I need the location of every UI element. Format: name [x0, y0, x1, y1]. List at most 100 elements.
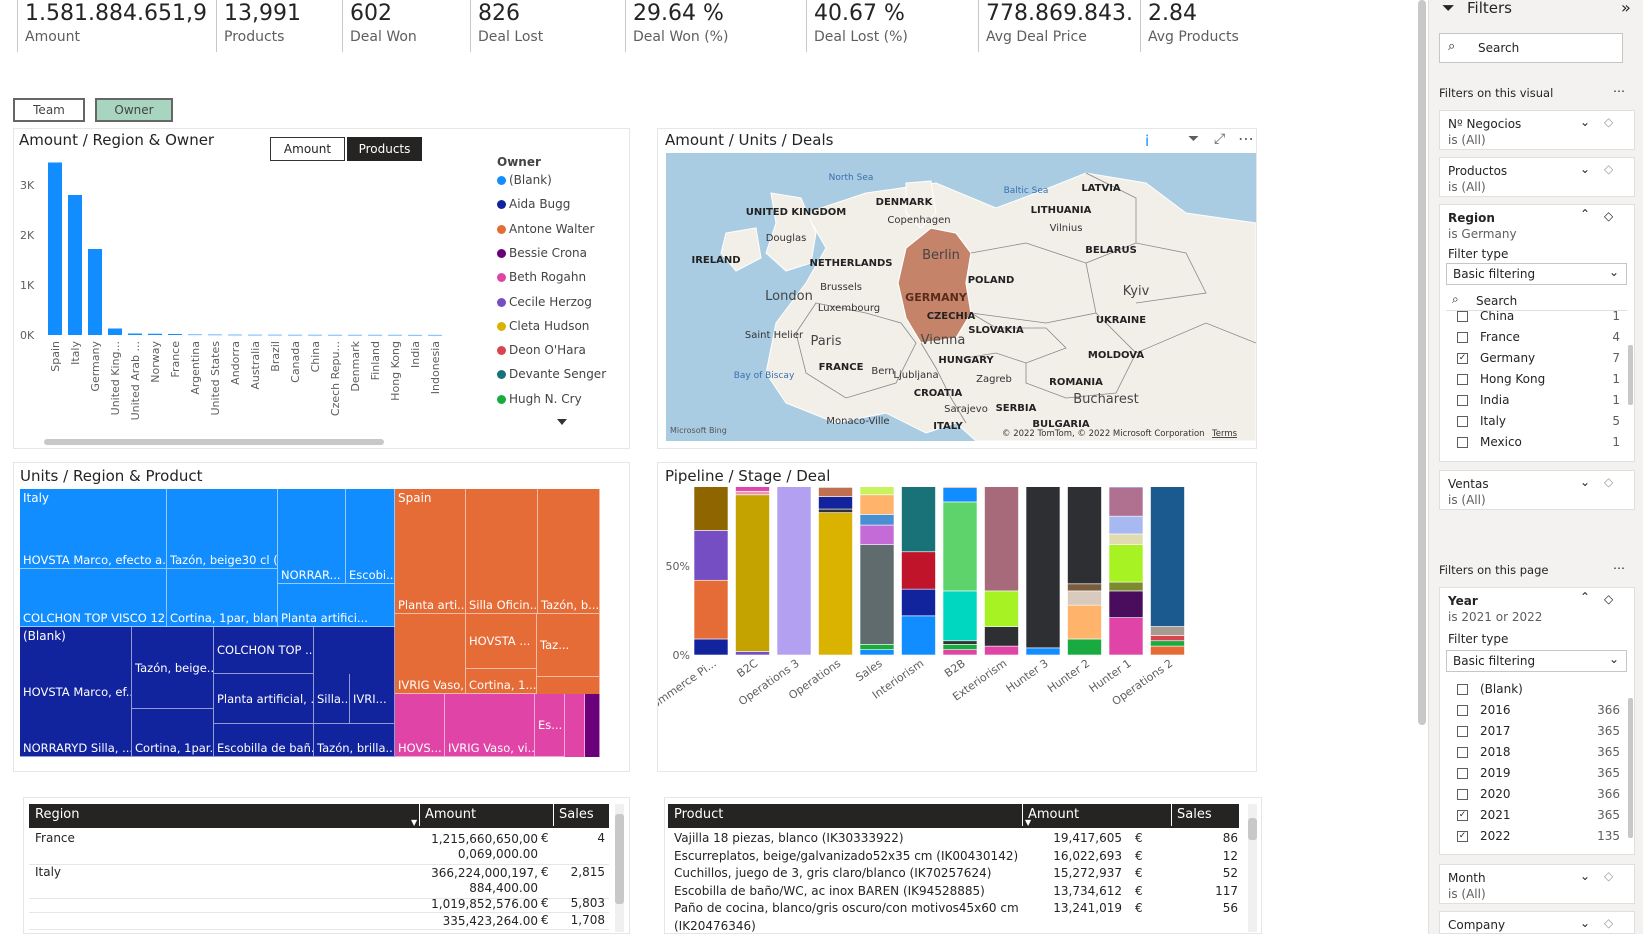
- horizontal-scrollbar[interactable]: [44, 439, 384, 445]
- legend-item[interactable]: Hugh N. Cry: [497, 392, 582, 406]
- filter-card-year[interactable]: Year is 2021 or 2022 ⌃ ◇ Filter type Bas…: [1439, 587, 1635, 855]
- products-tab-button[interactable]: Products: [347, 137, 422, 161]
- treemap-tile[interactable]: Silla...: [314, 674, 350, 724]
- treemap-tile[interactable]: (Blank): [23, 629, 66, 643]
- treemap-tile[interactable]: IVRIG Vaso,...: [395, 614, 466, 694]
- scroll-thumb[interactable]: [615, 814, 624, 904]
- filter-icon[interactable]: ⏷: [1188, 131, 1200, 147]
- legend-item[interactable]: Antone Walter: [497, 222, 594, 236]
- clear-filter-icon[interactable]: ◇: [1604, 209, 1614, 223]
- legend-scroll-down-icon[interactable]: [557, 419, 567, 425]
- vertical-scrollbar[interactable]: [615, 804, 624, 932]
- canvas-scrollbar[interactable]: [1418, 0, 1426, 725]
- checkbox[interactable]: [1457, 374, 1468, 385]
- table-row[interactable]: (IK20476346): [668, 919, 1239, 936]
- vertical-scrollbar[interactable]: [1248, 804, 1257, 932]
- legend-item[interactable]: Aida Bugg: [497, 197, 570, 211]
- treemap-tile[interactable]: Cortina, 1par, blan...: [167, 569, 278, 627]
- treemap-tile[interactable]: Tazón, beige...: [132, 627, 214, 709]
- amount-column-header[interactable]: Amount: [419, 804, 476, 826]
- clear-filter-icon[interactable]: ◇: [1604, 869, 1614, 883]
- filter-value-item[interactable]: India 1: [1440, 393, 1636, 411]
- chevron-down-icon[interactable]: ⌄: [1580, 475, 1591, 489]
- checkbox[interactable]: [1457, 416, 1468, 427]
- treemap-tile[interactable]: COLCHON TOP ...: [214, 627, 314, 674]
- treemap-tile[interactable]: Tazón, beige30 cl (...: [167, 489, 278, 569]
- treemap-tile[interactable]: HOVS...: [395, 694, 445, 757]
- treemap-tile[interactable]: Planta arti...: [395, 489, 466, 614]
- treemap-tile[interactable]: Escobilla de bañ...: [214, 724, 314, 757]
- more-options-icon[interactable]: ⋯: [1238, 129, 1254, 148]
- legend-item[interactable]: (Blank): [497, 173, 552, 187]
- table-row[interactable]: France 1,215,660,650,00 0,069,000.00 €4: [29, 831, 609, 865]
- treemap-tile[interactable]: Es...: [535, 694, 565, 757]
- filter-card-month[interactable]: Month is (All) ⌄ ◇: [1439, 864, 1635, 904]
- more-options-icon[interactable]: ⋯: [1613, 561, 1625, 575]
- kpi-deal-lost-pct[interactable]: 40.67 % Deal Lost (%): [806, 0, 971, 52]
- treemap-tile[interactable]: COLCHON TOP VISCO 12...: [20, 569, 167, 627]
- treemap-tile[interactable]: Planta artificial, ...: [214, 674, 314, 724]
- collapse-pane-icon[interactable]: »: [1621, 0, 1631, 17]
- checkbox[interactable]: [1457, 705, 1468, 716]
- filter-value-item[interactable]: 2019 365: [1440, 766, 1636, 784]
- filter-value-item[interactable]: Hong Kong 1: [1440, 372, 1636, 390]
- chevron-up-icon[interactable]: ⌃: [1580, 207, 1591, 221]
- more-options-icon[interactable]: ⋯: [1613, 84, 1625, 98]
- treemap-tile[interactable]: Italy: [23, 491, 50, 505]
- kpi-avg-products[interactable]: 2.84 Avg Products: [1140, 0, 1260, 52]
- amount-tab-button[interactable]: Amount: [270, 137, 345, 161]
- legend-item[interactable]: Deon O'Hara: [497, 343, 586, 357]
- clear-filter-icon[interactable]: ◇: [1604, 475, 1614, 489]
- treemap-chart[interactable]: Italy HOVSTA Marco, efecto a... Tazón, bei…: [20, 489, 626, 769]
- checkbox[interactable]: [1457, 332, 1468, 343]
- treemap-tile[interactable]: Tazón, b...: [538, 489, 600, 614]
- kpi-deal-lost[interactable]: 826 Deal Lost: [470, 0, 592, 52]
- europe-map[interactable]: North Sea Baltic Sea Bay of Biscay UNITED K…: [666, 153, 1256, 441]
- treemap-tile[interactable]: HOVSTA ...: [466, 614, 537, 669]
- clear-filter-icon[interactable]: ◇: [1604, 916, 1614, 930]
- filter-card-negocios[interactable]: Nº Negocios is (All) ⌄ ◇: [1439, 110, 1635, 150]
- amount-region-owner-visual[interactable]: Amount / Region & Owner Amount Products …: [13, 128, 630, 449]
- region-table-visual[interactable]: Region Amount Sales ▼ France 1,215,660,65…: [23, 797, 630, 934]
- pipeline-stage-deal-visual[interactable]: Pipeline / Stage / Deal 0%50%100%Ecommer…: [657, 462, 1257, 772]
- region-column-header[interactable]: Region: [35, 807, 80, 822]
- chevron-up-icon[interactable]: ⌃: [1580, 590, 1591, 604]
- filter-type-select[interactable]: Basic filtering ⌄: [1446, 650, 1627, 672]
- filters-search-input[interactable]: ⌕ Search: [1439, 33, 1623, 63]
- legend-item[interactable]: Devante Senger: [497, 367, 606, 381]
- treemap-tile[interactable]: Planta artifici...: [278, 584, 395, 627]
- checkbox[interactable]: [1457, 395, 1468, 406]
- treemap-tile[interactable]: IVRIG Vaso, vi...: [445, 694, 535, 757]
- treemap-tile[interactable]: HOVSTA Marco, efecto a...: [20, 489, 167, 569]
- treemap-tile[interactable]: NORRARYD Silla, ...: [20, 709, 132, 757]
- legend-item[interactable]: Cecile Herzog: [497, 295, 592, 309]
- table-row[interactable]: Escobilla de baño/WC, ac inox BAREN (IK9…: [668, 884, 1239, 901]
- treemap-tile[interactable]: IVRI...: [350, 674, 395, 724]
- table-row[interactable]: Escurreplatos, beige/galvanizado52x35 cm…: [668, 849, 1239, 866]
- filter-value-item[interactable]: ✓ 2022 135: [1440, 829, 1636, 847]
- filter-value-item[interactable]: 2018 365: [1440, 745, 1636, 763]
- checkbox[interactable]: ✓: [1457, 810, 1468, 821]
- filter-value-item[interactable]: China 1: [1440, 311, 1636, 327]
- product-table-visual[interactable]: Product Amount Sales ▼ Vajilla 18 piezas…: [664, 797, 1262, 934]
- clear-filter-icon[interactable]: ◇: [1604, 162, 1614, 176]
- checkbox[interactable]: [1457, 726, 1468, 737]
- filter-card-productos[interactable]: Productos is (All) ⌄ ◇: [1439, 157, 1635, 197]
- kpi-avg-deal-price[interactable]: 778.869.843... Avg Deal Price: [978, 0, 1133, 52]
- clear-filter-icon[interactable]: ◇: [1604, 115, 1614, 129]
- sales-column-header[interactable]: Sales: [553, 804, 594, 826]
- filter-value-item[interactable]: Italy 5: [1440, 414, 1636, 432]
- table-row[interactable]: Italy 366,224,000,197, 884,400.00 €2,815: [29, 865, 609, 899]
- kpi-products[interactable]: 13,991 Products: [216, 0, 334, 52]
- checkbox[interactable]: [1457, 684, 1468, 695]
- filter-value-item[interactable]: France 4: [1440, 330, 1636, 348]
- kpi-deal-won[interactable]: 602 Deal Won: [342, 0, 462, 52]
- legend-item[interactable]: Cleta Hudson: [497, 319, 589, 333]
- table-row[interactable]: 335,423,264.00 €1,708: [29, 913, 609, 930]
- filter-card-company[interactable]: Company ⌄ ◇: [1439, 911, 1635, 934]
- treemap-tile[interactable]: Cortina, 1par...: [132, 709, 214, 757]
- filter-value-item[interactable]: ✓ 2021 365: [1440, 808, 1636, 826]
- chevron-down-icon[interactable]: ⌄: [1580, 162, 1591, 176]
- filter-value-item[interactable]: (Blank): [1440, 682, 1636, 700]
- table-row[interactable]: 1,019,852,576.00 €5,803: [29, 896, 609, 913]
